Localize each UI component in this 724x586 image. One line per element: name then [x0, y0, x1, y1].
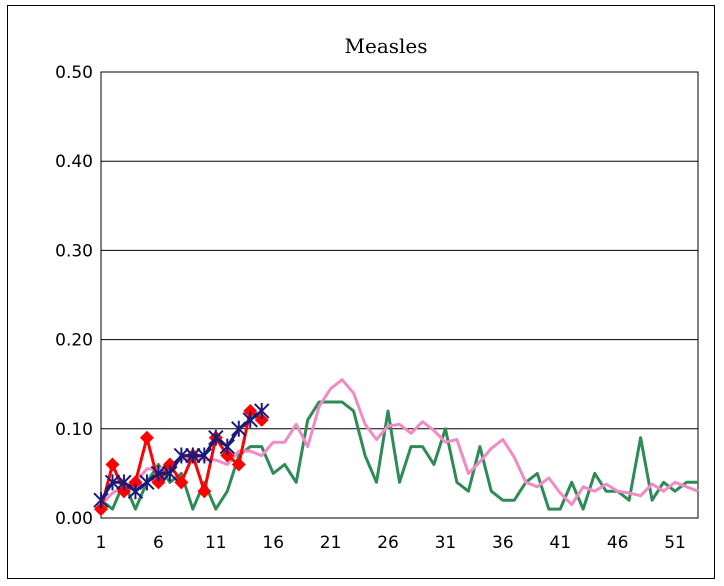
y-tick-label: 0.50: [55, 63, 93, 83]
data-point: [116, 474, 132, 491]
y-axis: 0.00 0.10 0.20 0.30 0.40 0.50: [55, 63, 93, 529]
x-tick-label: 36: [492, 533, 514, 553]
data-point: [151, 475, 166, 490]
x-tick-label: 31: [435, 533, 457, 553]
x-tick-label: 21: [320, 533, 342, 553]
series-1: [99, 378, 699, 507]
gridlines: [101, 160, 698, 430]
measles-chart: Measles 0.000.100.200.300.400.50 1 6 11 16 2…: [55, 34, 699, 553]
data-point: [127, 483, 144, 500]
chart-title: Measles: [345, 34, 428, 58]
x-tick-label: 11: [205, 533, 227, 553]
data-point: [196, 447, 213, 464]
data-point: [208, 429, 224, 446]
data-point: [231, 457, 246, 472]
y-tick-label: 0.40: [55, 152, 93, 172]
data-point: [162, 465, 178, 482]
data-point: [128, 475, 143, 490]
y-tick-label: 0.10: [55, 420, 93, 440]
data-point: [185, 447, 201, 464]
data-point: [139, 474, 155, 491]
data-point: [93, 492, 109, 509]
x-tick-label: 6: [153, 533, 164, 553]
data-point: [104, 474, 121, 491]
x-tick-label: 46: [607, 533, 629, 553]
y-tick-label: 0.00: [55, 509, 93, 529]
x-axis: 1 6 11 16 21 26 31 36 41 46 51: [96, 533, 686, 553]
data-point: [243, 403, 258, 418]
data-point: [173, 447, 190, 464]
series-3: [93, 402, 270, 509]
data-point: [94, 502, 108, 517]
x-tick-label: 41: [549, 533, 571, 553]
data-point: [254, 402, 270, 419]
data-point: [219, 438, 235, 455]
x-tick-label: 51: [664, 533, 686, 553]
data-point: [197, 484, 212, 499]
series-line: [99, 378, 699, 507]
data-point: [242, 411, 258, 428]
y-tick-label: 0.20: [55, 331, 93, 351]
data-point: [220, 448, 235, 463]
plot-area: [100, 71, 699, 519]
x-tick-label: 26: [377, 533, 399, 553]
x-tick-label: 16: [262, 533, 284, 553]
chart-frame: Measles 0.00 0.10 0.20 0.30 0.40 0.50 1 6 11 16 2…: [7, 5, 715, 579]
data-point: [231, 420, 247, 437]
data-point: [150, 465, 167, 482]
series-group: [93, 378, 699, 517]
data-point: [139, 430, 154, 445]
data-point: [254, 412, 269, 427]
x-tick-label: 1: [96, 533, 107, 553]
y-tick-label: 0.30: [55, 241, 93, 261]
data-point: [116, 484, 131, 499]
data-point: [174, 475, 189, 490]
data-point: [105, 457, 120, 472]
